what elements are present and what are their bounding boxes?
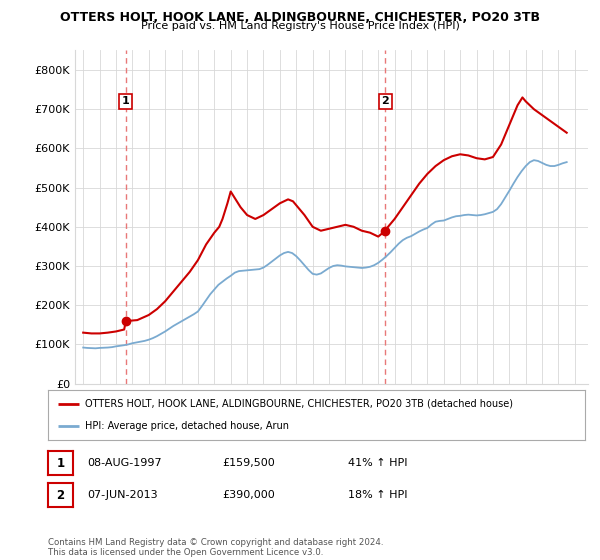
Text: OTTERS HOLT, HOOK LANE, ALDINGBOURNE, CHICHESTER, PO20 3TB: OTTERS HOLT, HOOK LANE, ALDINGBOURNE, CH… [60,11,540,24]
Text: Price paid vs. HM Land Registry's House Price Index (HPI): Price paid vs. HM Land Registry's House … [140,21,460,31]
Text: 41% ↑ HPI: 41% ↑ HPI [348,458,407,468]
Text: OTTERS HOLT, HOOK LANE, ALDINGBOURNE, CHICHESTER, PO20 3TB (detached house): OTTERS HOLT, HOOK LANE, ALDINGBOURNE, CH… [85,399,512,409]
Text: Contains HM Land Registry data © Crown copyright and database right 2024.
This d: Contains HM Land Registry data © Crown c… [48,538,383,557]
Text: £390,000: £390,000 [222,490,275,500]
Text: 18% ↑ HPI: 18% ↑ HPI [348,490,407,500]
Text: 1: 1 [56,456,65,470]
Text: HPI: Average price, detached house, Arun: HPI: Average price, detached house, Arun [85,421,289,431]
Text: £159,500: £159,500 [222,458,275,468]
Text: 08-AUG-1997: 08-AUG-1997 [87,458,161,468]
Text: 2: 2 [382,96,389,106]
Text: 2: 2 [56,488,65,502]
Text: 07-JUN-2013: 07-JUN-2013 [87,490,158,500]
Text: 1: 1 [122,96,130,106]
